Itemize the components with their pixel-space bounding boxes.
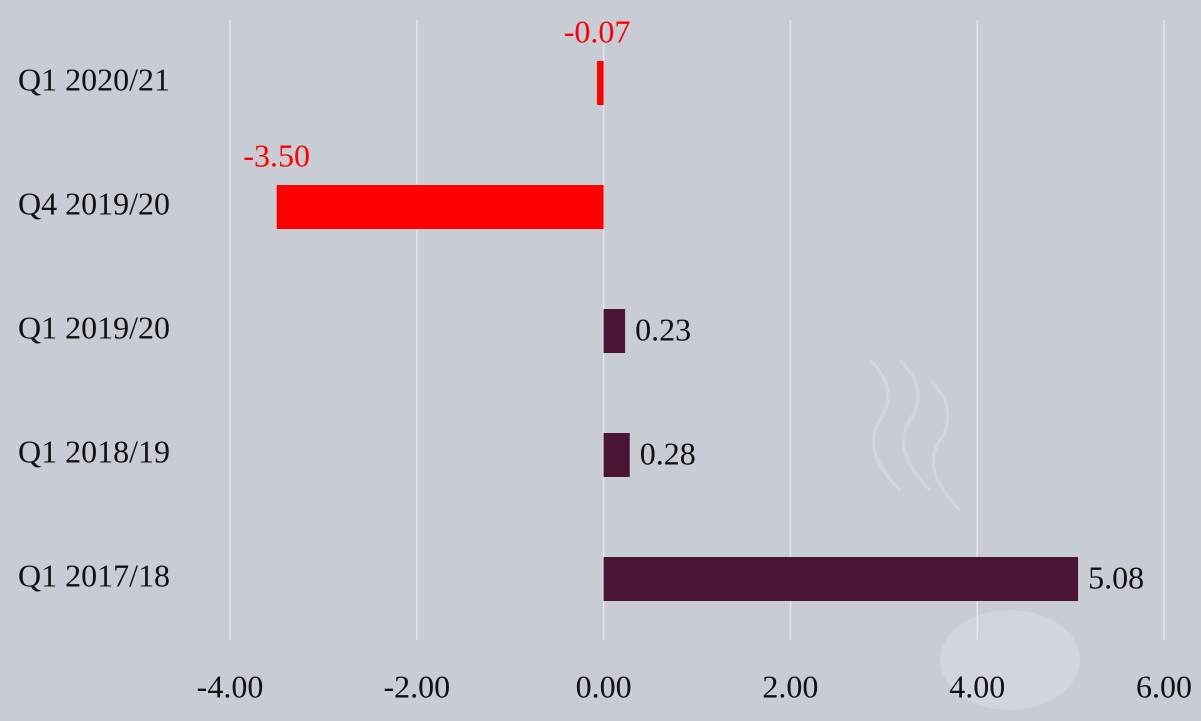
x-tick-label: 2.00 <box>762 668 818 704</box>
bar <box>603 309 626 353</box>
y-tick-label: Q1 2019/20 <box>18 309 170 345</box>
data-label: 0.23 <box>635 311 691 347</box>
y-tick-label: Q1 2020/21 <box>18 61 170 97</box>
bar <box>603 433 630 477</box>
data-label: -3.50 <box>243 137 310 173</box>
x-tick-label: -4.00 <box>197 668 264 704</box>
data-label: 5.08 <box>1088 559 1144 595</box>
x-tick-label: -2.00 <box>383 668 450 704</box>
data-label: 0.28 <box>640 435 696 471</box>
y-tick-label: Q1 2018/19 <box>18 433 170 469</box>
y-tick-label: Q1 2017/18 <box>18 557 170 593</box>
x-tick-label: 4.00 <box>949 668 1005 704</box>
data-label: -0.07 <box>564 13 631 49</box>
y-tick-label: Q4 2019/20 <box>18 185 170 221</box>
bar <box>597 61 604 105</box>
x-tick-label: 6.00 <box>1136 668 1192 704</box>
decoration <box>868 358 1080 710</box>
bar <box>276 185 604 229</box>
x-tick-label: 0.00 <box>576 668 632 704</box>
bar <box>603 557 1079 601</box>
